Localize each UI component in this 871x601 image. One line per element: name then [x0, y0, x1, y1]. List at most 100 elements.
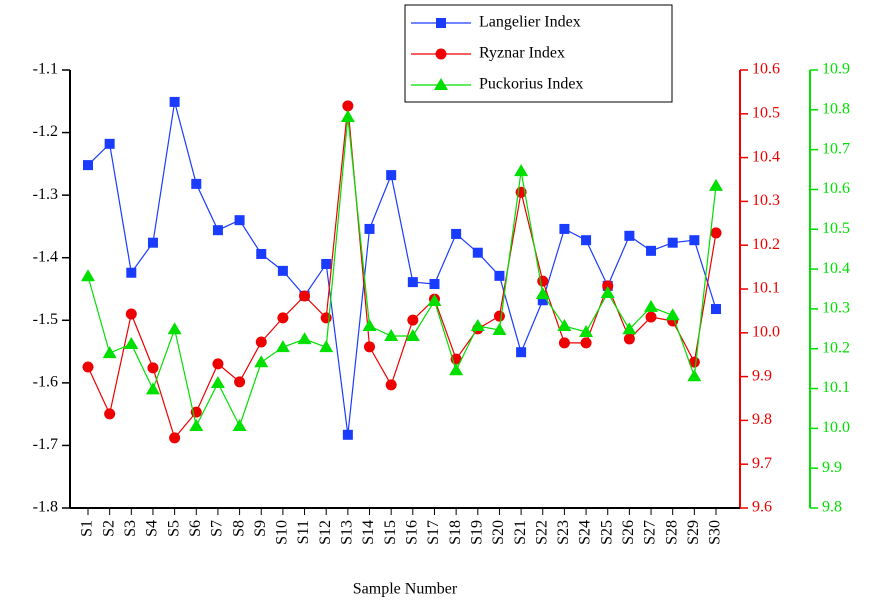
y-tick-label: 10.1: [752, 280, 780, 297]
marker: [254, 355, 269, 368]
legend-marker: [435, 48, 447, 60]
y-tick-label: 10.3: [822, 300, 850, 317]
y-tick-label: -1.6: [33, 374, 58, 391]
marker: [386, 170, 397, 181]
marker: [126, 267, 137, 278]
x-tick-label: S13: [339, 520, 356, 545]
x-tick-label: S16: [403, 520, 420, 545]
y-tick-label: 10.5: [822, 220, 850, 237]
marker: [537, 295, 548, 306]
x-tick-label: S4: [144, 520, 161, 537]
y-tick-label: 10.0: [752, 323, 780, 340]
y-tick-label: -1.1: [33, 61, 58, 78]
marker: [558, 337, 570, 349]
marker: [492, 323, 507, 336]
y-tick-label: 10.9: [822, 61, 850, 78]
marker: [405, 328, 420, 341]
y-tick-label: -1.2: [33, 123, 58, 140]
series-line: [87, 101, 717, 435]
marker: [559, 223, 570, 234]
marker: [297, 332, 312, 345]
x-tick-label: S8: [230, 520, 247, 537]
marker: [364, 223, 375, 234]
marker: [169, 96, 180, 107]
marker: [580, 337, 592, 349]
y-tick-label: 10.6: [752, 61, 780, 78]
marker: [362, 319, 377, 332]
marker: [147, 237, 158, 248]
y-tick-label: 10.3: [752, 192, 780, 209]
x-tick-label: S14: [360, 520, 377, 545]
x-tick-label: S20: [490, 520, 507, 545]
marker: [212, 225, 223, 236]
marker: [125, 308, 137, 320]
marker: [689, 235, 700, 246]
marker: [667, 237, 678, 248]
marker: [124, 336, 139, 349]
marker: [665, 308, 680, 321]
x-tick-label: S11: [295, 520, 312, 544]
marker: [688, 356, 700, 368]
marker: [191, 178, 202, 189]
x-tick-label: S7: [209, 520, 226, 537]
marker: [364, 341, 376, 353]
x-tick-label: S30: [707, 520, 724, 545]
legend-label: Langelier Index: [479, 14, 581, 31]
marker: [711, 304, 721, 315]
marker: [210, 375, 225, 388]
marker: [514, 164, 529, 177]
marker: [275, 340, 290, 353]
marker: [537, 275, 549, 287]
marker: [644, 299, 659, 312]
y-tick-label: 9.8: [822, 499, 842, 516]
marker: [104, 408, 116, 420]
y-tick-label: 10.2: [752, 236, 780, 253]
x-tick-label: S25: [598, 520, 615, 545]
legend-label: Puckorius Index: [479, 76, 583, 93]
marker: [709, 178, 723, 191]
marker: [535, 287, 550, 300]
marker: [581, 235, 592, 246]
marker: [83, 160, 93, 171]
marker: [579, 325, 594, 338]
x-tick-label: S1: [79, 520, 96, 537]
marker: [277, 312, 289, 324]
marker: [255, 336, 267, 348]
x-tick-label: S17: [425, 520, 442, 545]
marker: [494, 270, 505, 281]
marker: [472, 247, 483, 258]
y-tick-label: 9.9: [822, 459, 842, 476]
marker: [169, 432, 181, 444]
marker: [82, 361, 94, 373]
legend-label: Ryznar Index: [479, 45, 565, 62]
marker: [385, 379, 397, 391]
y-tick-label: 10.7: [822, 140, 850, 157]
marker: [234, 376, 246, 388]
y-tick-label: -1.3: [33, 186, 58, 203]
marker: [557, 319, 572, 332]
x-tick-label: S12: [317, 520, 334, 545]
marker: [319, 340, 334, 353]
y-tick-label: 10.2: [822, 339, 850, 356]
marker: [102, 346, 117, 359]
marker: [232, 418, 247, 431]
marker: [147, 362, 159, 374]
marker: [407, 314, 419, 326]
marker: [212, 358, 224, 370]
marker: [342, 429, 353, 440]
marker: [81, 269, 95, 282]
series-line: [87, 105, 717, 440]
marker: [277, 265, 288, 276]
marker: [407, 277, 418, 288]
y-tick-label: 9.7: [752, 455, 772, 472]
y-tick-label: 9.8: [752, 411, 772, 428]
marker: [623, 333, 635, 345]
marker: [451, 228, 462, 239]
x-tick-label: S26: [620, 520, 637, 545]
marker: [645, 311, 657, 323]
marker: [493, 310, 505, 322]
x-tick-label: S18: [447, 520, 464, 545]
y-tick-label: 10.4: [822, 260, 850, 277]
